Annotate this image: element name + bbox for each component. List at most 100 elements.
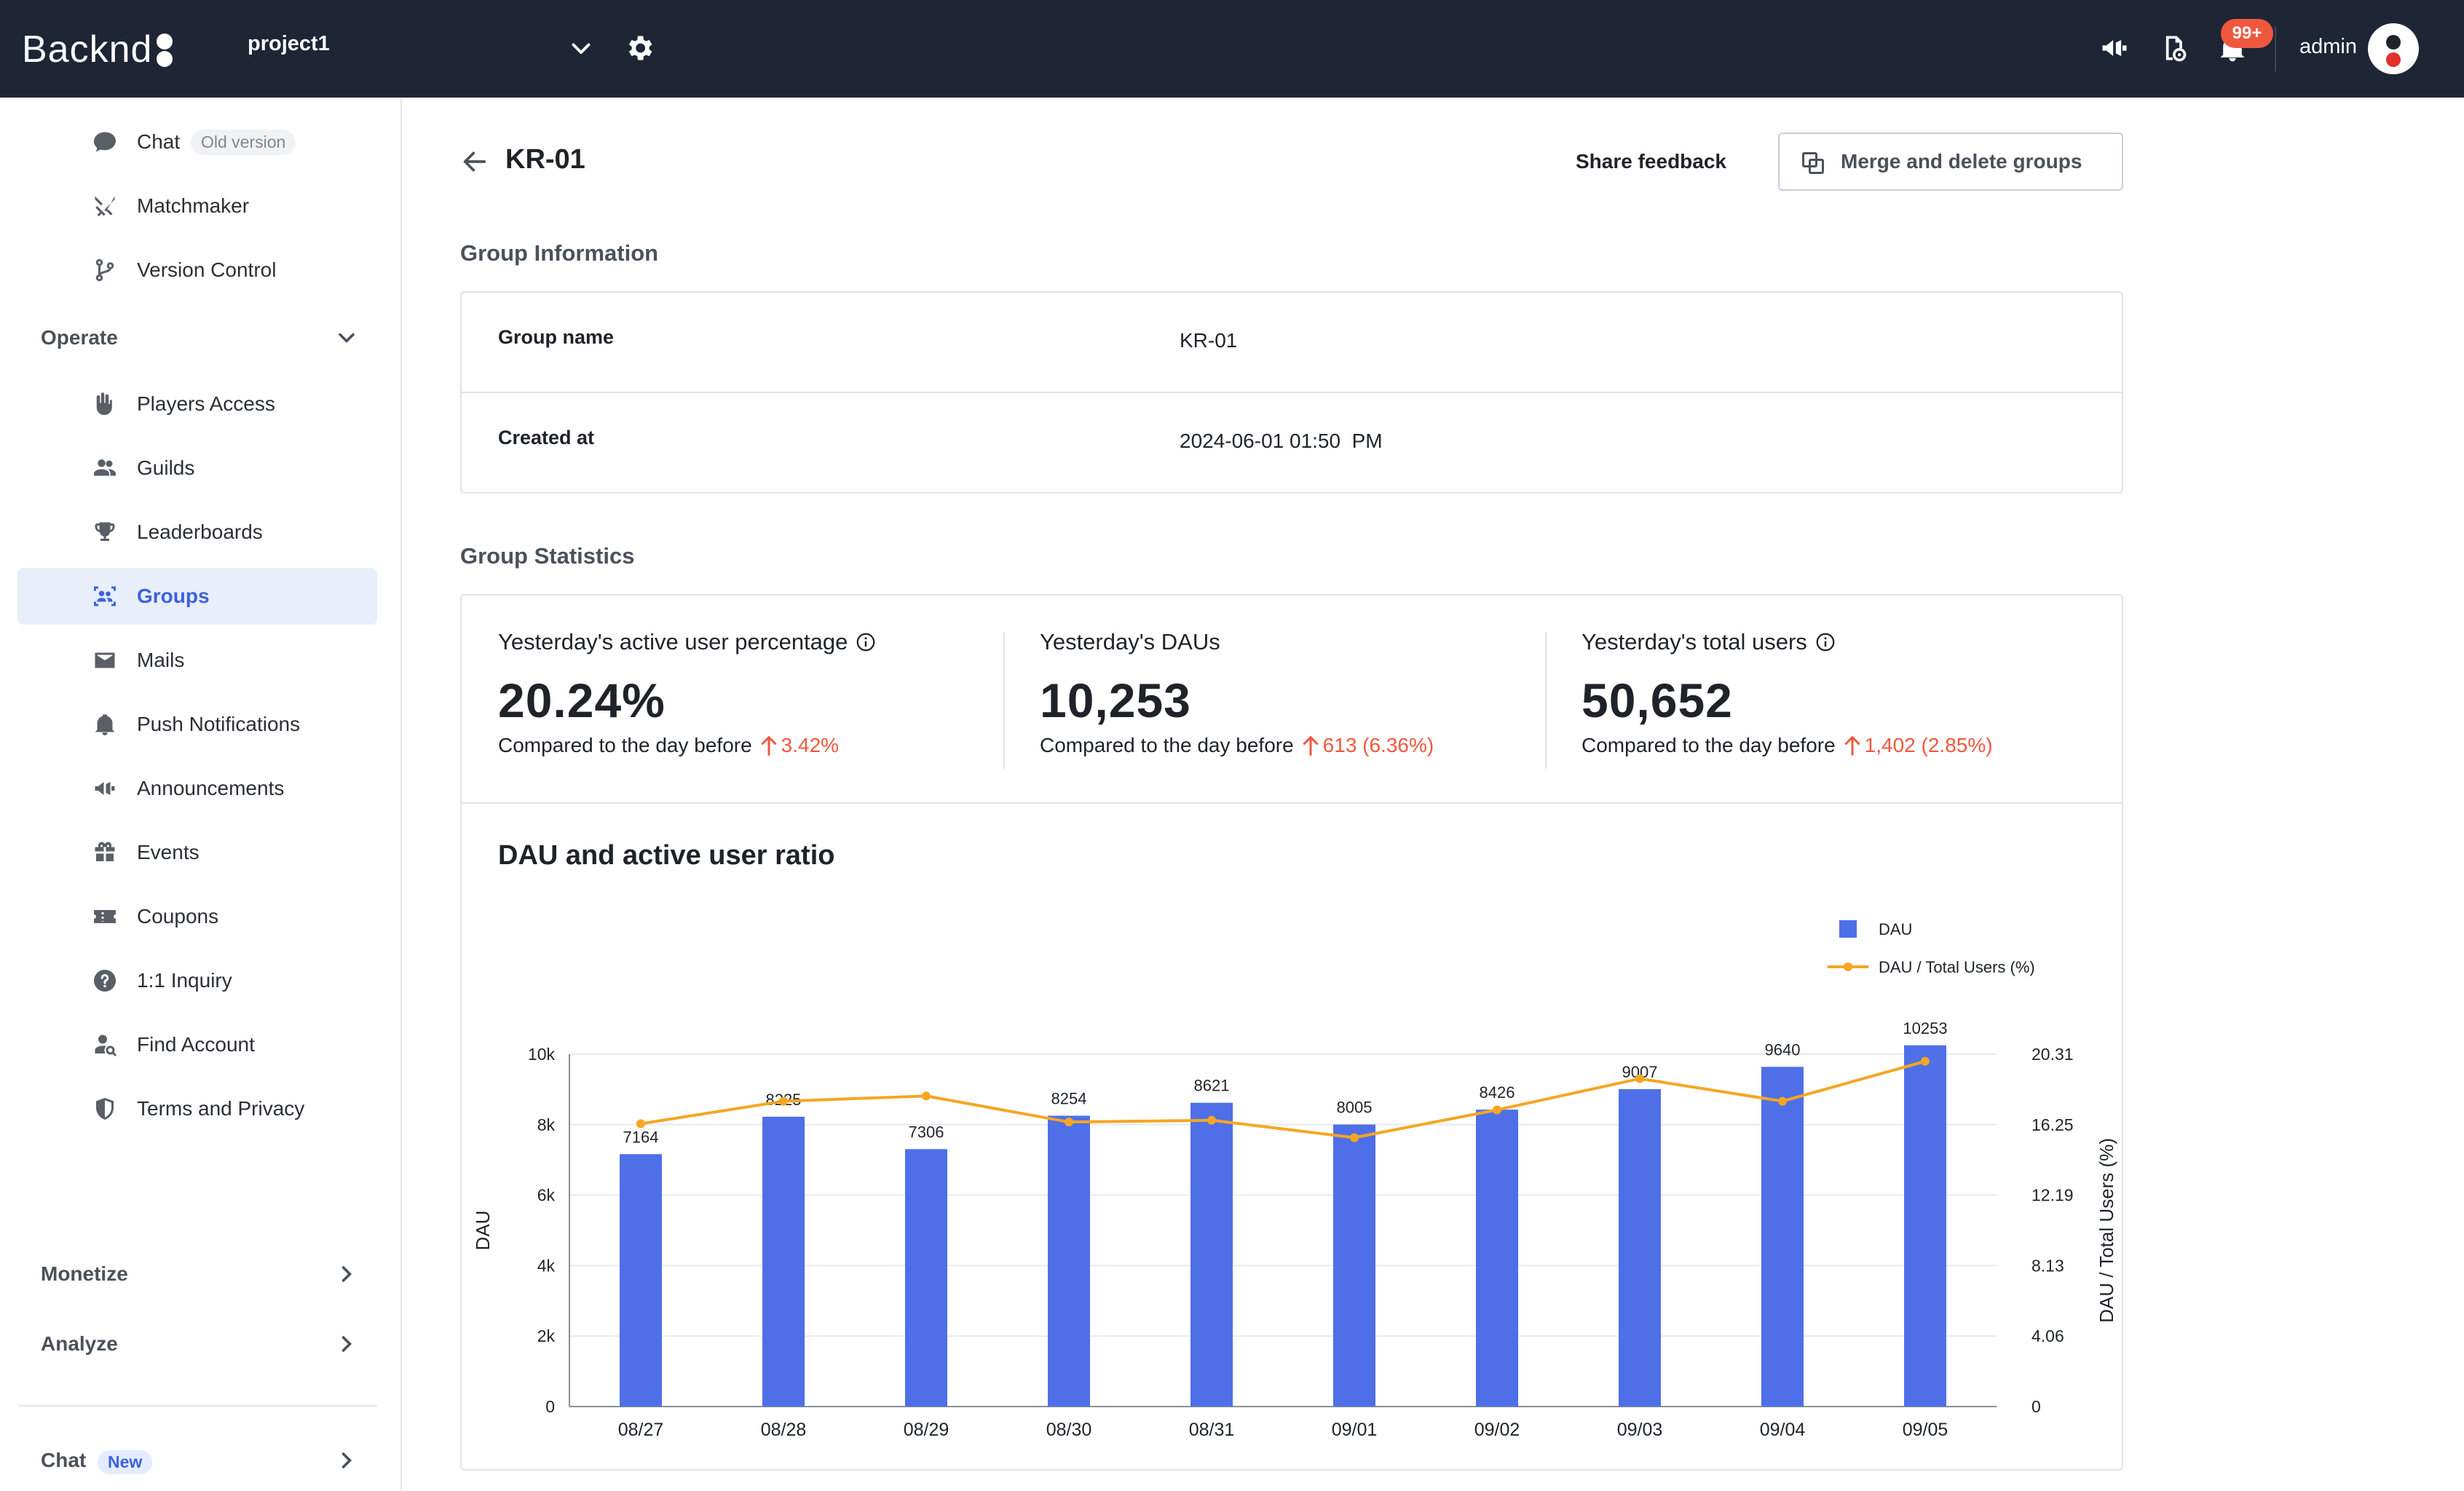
bar-value-label: 8426	[1480, 1083, 1515, 1102]
ratio-point	[779, 1096, 788, 1106]
x-tick-label: 09/05	[1903, 1420, 1948, 1440]
sidebar-item-coupons[interactable]: Coupons	[17, 888, 377, 945]
y2-tick-label: 8.13	[2031, 1256, 2064, 1275]
sidebar-item-leaderboards[interactable]: Leaderboards	[17, 504, 377, 561]
group-stats-panel: Yesterday's active user percentage 20.24…	[460, 594, 2123, 1471]
sidebar-item-label: 1:1 Inquiry	[137, 969, 232, 992]
sidebar-item-label: Groups	[137, 585, 210, 607]
bar-value-label: 7306	[909, 1123, 944, 1141]
sidebar-item-events[interactable]: Events	[17, 824, 377, 881]
gear-icon[interactable]	[623, 32, 655, 64]
sidebar-item-players-access[interactable]: Players Access	[17, 376, 377, 432]
find-user-icon	[95, 1035, 117, 1057]
sidebar-item-label: Players Access	[137, 392, 275, 415]
ratio-point	[1778, 1096, 1787, 1106]
sidebar-item-label: Matchmaker	[137, 194, 250, 217]
x-tick-label: 08/30	[1046, 1420, 1092, 1440]
chevron-right-icon[interactable]	[333, 1447, 360, 1474]
sidebar-section-monetize[interactable]: Monetize	[41, 1262, 128, 1285]
arrow-up-icon	[1303, 735, 1318, 756]
chevron-right-icon[interactable]	[333, 1331, 360, 1357]
new-badge: New	[98, 1450, 153, 1474]
stat-card-active-percentage: Yesterday's active user percentage 20.24…	[498, 629, 1008, 757]
ratio-point	[1493, 1105, 1501, 1115]
share-feedback-link[interactable]: Share feedback	[1576, 150, 1726, 173]
notes-gear-icon[interactable]	[2157, 32, 2189, 64]
sidebar-item-label: Guilds	[137, 456, 195, 479]
info-value-created-at: 2024-06-01 01:50 PM	[1180, 430, 1383, 452]
sidebar-item-announcements[interactable]: Announcements	[17, 760, 377, 817]
chevron-down-icon[interactable]	[568, 35, 594, 61]
y2-tick-label: 12.19	[2031, 1186, 2074, 1205]
ratio-point	[1635, 1074, 1644, 1083]
merge-icon	[1802, 152, 1824, 174]
y-tick-label: 6k	[537, 1186, 556, 1205]
old-version-badge: Old version	[191, 129, 296, 155]
stat-value: 20.24%	[498, 673, 666, 727]
sidebar-item-guilds[interactable]: Guilds	[17, 440, 377, 497]
arrow-up-icon	[761, 735, 776, 756]
back-arrow-icon[interactable]	[459, 147, 491, 176]
sidebar-item-terms-privacy[interactable]: Terms and Privacy	[17, 1080, 377, 1137]
people-icon	[94, 459, 116, 476]
info-icon[interactable]	[1815, 631, 1836, 653]
logo[interactable]: Backnd	[22, 20, 177, 79]
y2-tick-label: 4.06	[2031, 1326, 2064, 1345]
y-tick-label: 2k	[537, 1326, 556, 1345]
stat-divider	[1545, 632, 1547, 769]
stat-value: 50,652	[1582, 673, 1733, 727]
sidebar-item-push-notifications[interactable]: Push Notifications	[17, 696, 377, 753]
sidebar-item-version-control[interactable]: Version Control	[17, 242, 377, 298]
bar-value-label: 8621	[1194, 1077, 1230, 1095]
sidebar-divider	[17, 1405, 377, 1407]
sidebar-item-chat-old[interactable]: Chat Old version	[17, 114, 377, 170]
bar	[1619, 1089, 1661, 1407]
mail-icon	[95, 652, 115, 668]
chevron-down-icon[interactable]	[333, 325, 360, 351]
sidebar-item-mails[interactable]: Mails	[17, 632, 377, 689]
bar	[1761, 1067, 1804, 1407]
stat-divider	[1003, 632, 1005, 769]
group-info-table: Group name KR-01 Created at 2024-06-01 0…	[460, 291, 2123, 494]
bar	[905, 1149, 947, 1407]
swords-icon	[95, 196, 115, 217]
info-icon[interactable]	[855, 631, 877, 653]
sidebar-section-operate[interactable]: Operate	[41, 326, 118, 349]
y2-tick-label: 20.31	[2031, 1045, 2074, 1064]
x-tick-label: 09/02	[1474, 1420, 1520, 1440]
stat-label: Yesterday's active user percentage	[498, 629, 848, 654]
ratio-point	[1207, 1115, 1216, 1125]
trophy-icon	[95, 522, 115, 541]
sidebar-item-inquiry[interactable]: 1:1 Inquiry	[17, 952, 377, 1009]
bar	[762, 1116, 805, 1407]
x-tick-label: 09/04	[1760, 1420, 1806, 1440]
ratio-point	[1921, 1056, 1930, 1066]
stat-delta: 613 (6.36%)	[1322, 734, 1434, 756]
sidebar-section-analyze[interactable]: Analyze	[41, 1332, 118, 1355]
sidebar-item-matchmaker[interactable]: Matchmaker	[17, 178, 377, 234]
bar-value-label: 8005	[1337, 1099, 1373, 1117]
group-stats-title: Group Statistics	[460, 543, 635, 569]
sidebar-item-find-account[interactable]: Find Account	[17, 1016, 377, 1073]
project-selector[interactable]: project1	[248, 32, 330, 55]
legend-label-ratio: DAU / Total Users (%)	[1879, 958, 2035, 976]
merge-delete-groups-button[interactable]: Merge and delete groups	[1778, 133, 2123, 191]
x-tick-label: 08/27	[618, 1420, 664, 1440]
ratio-point	[922, 1091, 931, 1101]
top-bar: Backnd project1 99+ admin	[0, 0, 2464, 98]
sidebar-item-label: Find Account	[137, 1033, 255, 1056]
sidebar-item-label: Push Notifications	[137, 713, 301, 735]
avatar[interactable]	[2368, 23, 2419, 74]
y2-tick-label: 0	[2031, 1397, 2041, 1416]
x-tick-label: 09/01	[1332, 1420, 1378, 1440]
y2-axis-title: DAU / Total Users (%)	[2096, 1138, 2117, 1323]
sidebar-item-label: Version Control	[137, 258, 277, 281]
y2-tick-label: 16.25	[2031, 1115, 2074, 1134]
user-name[interactable]: admin	[2299, 35, 2357, 58]
sidebar-section-chat[interactable]: Chat	[41, 1449, 87, 1471]
megaphone-icon[interactable]	[2098, 32, 2131, 64]
y-axis-title: DAU	[472, 1211, 494, 1251]
notification-badge: 99+	[2221, 19, 2273, 48]
chevron-right-icon[interactable]	[333, 1261, 360, 1287]
sidebar-item-groups[interactable]: Groups	[17, 568, 377, 625]
